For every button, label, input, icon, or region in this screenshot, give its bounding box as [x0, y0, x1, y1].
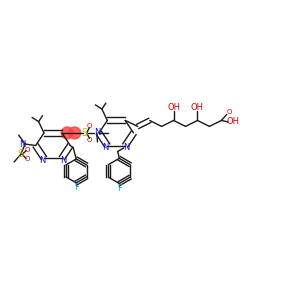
Text: S: S [82, 128, 88, 138]
Text: N: N [39, 156, 46, 165]
Text: N: N [94, 128, 100, 137]
Text: F: F [117, 184, 122, 193]
Text: N: N [20, 140, 26, 148]
Circle shape [69, 127, 81, 139]
Text: OH: OH [167, 103, 180, 112]
Text: O: O [87, 123, 92, 129]
Text: O: O [87, 136, 92, 142]
Text: OH: OH [226, 116, 239, 125]
Text: O: O [226, 109, 232, 115]
Text: F: F [74, 183, 79, 192]
Text: S: S [18, 149, 24, 160]
Circle shape [61, 127, 73, 139]
Text: N: N [124, 143, 130, 152]
Text: O: O [25, 156, 30, 162]
Text: O: O [25, 147, 30, 153]
Text: OH: OH [191, 103, 204, 112]
Text: N: N [103, 143, 109, 152]
Text: N: N [60, 156, 67, 165]
